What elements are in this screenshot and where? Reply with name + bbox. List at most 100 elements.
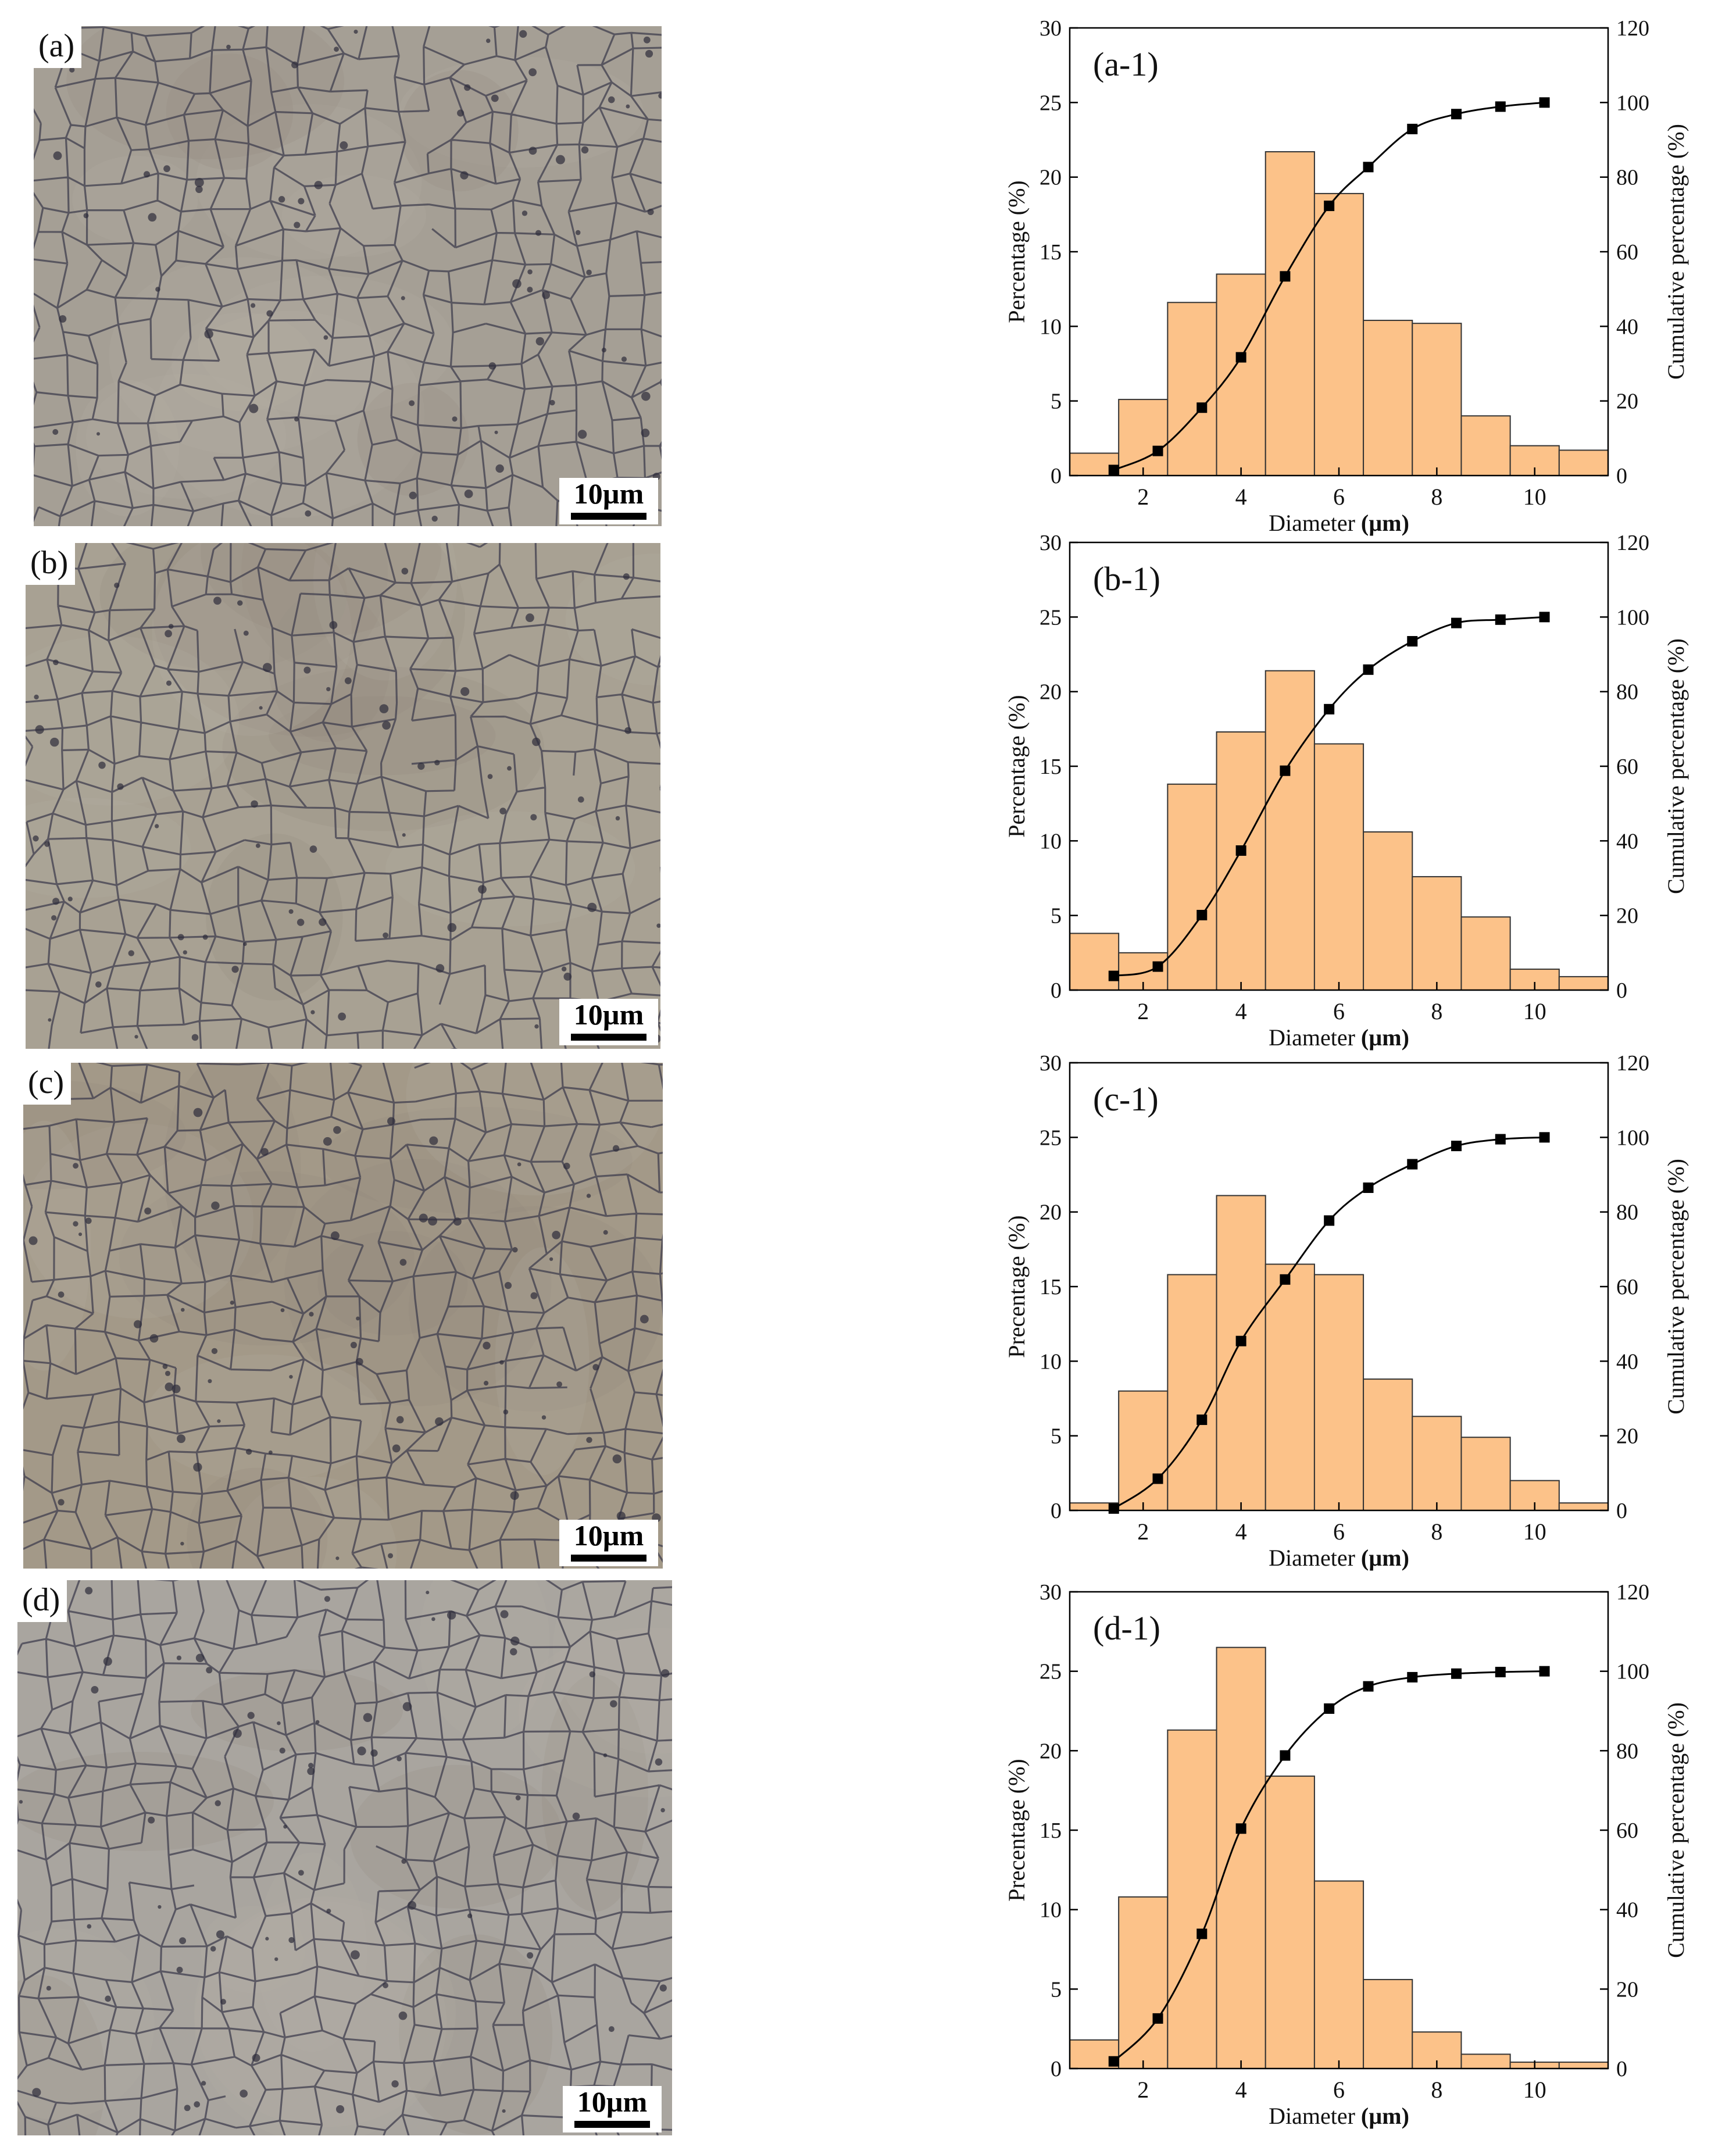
x-tick-label: 2 [1137,484,1149,510]
x-tick-label: 6 [1333,998,1345,1024]
cumulative-point [1108,1503,1119,1514]
precipitate-spot [387,1117,395,1126]
precipitate-spot [391,2080,399,2088]
precipitate-spot [310,1010,315,1015]
precipitate-spot [326,1909,331,1914]
precipitate-spot [114,583,120,588]
scale-bar-label: 10µm [573,477,644,510]
precipitate-spot [502,2109,506,2113]
precipitate-spot [148,213,157,222]
precipitate-spot [165,630,172,638]
precipitate-spot [103,1657,112,1666]
cumulative-point [1280,765,1291,776]
micrograph-shade [109,257,376,455]
precipitate-spot [280,1308,285,1312]
precipitate-spot [610,1700,617,1708]
precipitate-spot [83,213,89,219]
y-axis-label: Percentage (%) [1003,695,1030,837]
precipitate-spot [402,1702,412,1712]
x-tick-label: 4 [1235,1519,1247,1545]
precipitate-spot [91,1686,99,1694]
micrograph-shade [26,798,191,898]
micrograph-shade [187,1467,328,1569]
precipitate-spot [643,36,651,44]
histogram-bar [1265,670,1315,991]
histogram-bar [1265,1776,1315,2069]
precipitate-spot [326,687,331,692]
precipitate-spot [528,68,537,77]
precipitate-spot [586,1194,591,1198]
histogram-bar [1265,151,1315,477]
precipitate-spot [353,29,358,34]
precipitate-spot [96,432,100,436]
precipitate-spot [392,1444,401,1453]
cumulative-point [1451,109,1462,120]
micrograph-c [23,1063,663,1569]
panel-label-d: (d) [17,1580,67,1622]
precipitate-spot [78,1232,83,1237]
cumulative-point [1235,352,1246,363]
y-tick-label: 0 [1051,464,1062,488]
y-tick-label: 25 [1040,1660,1062,1684]
histogram-bar [1216,1195,1266,1511]
histogram-bar [1118,399,1169,476]
y2-tick-label: 120 [1616,1580,1649,1605]
precipitate-spot [615,816,620,821]
precipitate-spot [193,1108,203,1117]
y-tick-label: 5 [1051,1424,1062,1449]
histogram-bar [1363,1378,1413,1512]
histogram-bar [1509,1480,1560,1512]
precipitate-spot [298,1870,304,1876]
cumulative-point [1407,1671,1418,1683]
scale-bar-d: 10µm [563,2086,662,2132]
y2-axis-label: Cumulative percentage (%) [1663,124,1689,380]
grain-boundaries [17,1580,672,2135]
precipitate-spot [401,1859,406,1864]
precipitate-spot [308,1763,314,1769]
precipitate-spot [499,808,506,815]
y-tick-label: 20 [1040,1739,1062,1763]
precipitate-spot [233,1728,242,1738]
x-axis-label: Diameter (µm) [1269,510,1409,536]
scale-bar-label: 10µm [573,998,644,1031]
scale-bar-line [571,513,646,520]
cumulative-point [1235,845,1246,856]
cumulative-point [1539,97,1550,108]
precipitate-spot [530,1292,538,1299]
precipitate-spot [231,966,239,973]
precipitate-spot [52,898,60,905]
precipitate-spot [323,1137,332,1146]
precipitate-spot [216,1930,225,1939]
histogram-bar [1313,743,1364,991]
precipitate-spot [184,2105,191,2112]
precipitate-spot [534,1024,539,1029]
cumulative-point [1196,1414,1208,1426]
precipitate-spot [464,84,471,91]
cumulative-point [1324,1703,1335,1714]
precipitate-spot [208,1379,212,1384]
precipitate-spot [134,1035,138,1039]
y-tick-label: 30 [1040,16,1062,41]
precipitate-spot [527,269,533,274]
micrograph-shade [72,155,198,244]
precipitate-spot [85,1587,93,1595]
y-axis-label: Precentage (%) [1003,1215,1030,1358]
precipitate-spot [510,1636,520,1646]
x-tick-label: 10 [1523,1519,1546,1545]
precipitate-spot [277,1721,281,1726]
precipitate-spot [388,1553,394,1559]
histogram-bar [1216,1646,1266,2069]
precipitate-spot [453,1217,462,1226]
precipitate-spot [314,181,323,190]
histogram-bars [1069,1646,1609,2070]
x-tick-label: 6 [1333,2077,1345,2103]
y-tick-label: 5 [1051,1977,1062,2002]
precipitate-spot [398,2011,408,2020]
y2-tick-label: 100 [1616,1660,1649,1684]
precipitate-spot [485,38,491,43]
precipitate-spot [194,177,204,187]
precipitate-spot [383,1982,388,1988]
precipitate-spot [180,1541,184,1546]
histogram-bar [1363,831,1413,991]
precipitate-spot [645,49,653,58]
